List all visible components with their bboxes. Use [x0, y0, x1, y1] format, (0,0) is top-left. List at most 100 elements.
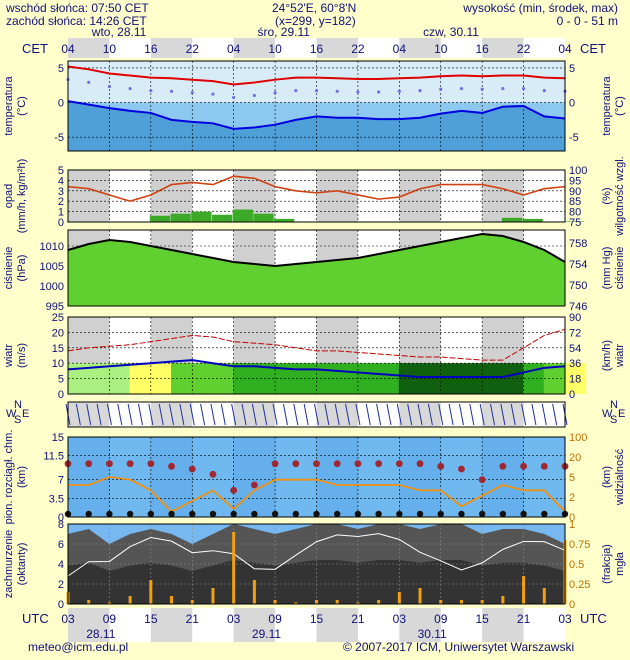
top-hour-label: 04	[61, 42, 75, 56]
top-hour-label: 04	[558, 42, 572, 56]
top-hour-label: 22	[186, 42, 200, 56]
bottom-tz-left: UTC	[22, 611, 49, 626]
top-hour-label: 10	[268, 42, 282, 56]
cloud-base-dot	[313, 510, 320, 518]
precip-right-axis-label: (%)	[601, 187, 613, 204]
bottom-axis-band	[482, 608, 524, 642]
temp-left-axis-label: temperatura	[3, 75, 15, 135]
pressure-right-axis-label: ciśnienie	[614, 247, 626, 290]
wind-arrow	[407, 403, 413, 426]
cloud-base-dot	[354, 510, 362, 518]
wind-arrow	[386, 403, 392, 426]
wind-arrow	[355, 403, 361, 426]
top-hour-label: 16	[144, 42, 158, 56]
cloud-base-dot	[437, 510, 444, 518]
top-hour-label: 16	[310, 42, 324, 56]
cbase-left-tick: 0	[58, 512, 64, 524]
cloud-top-dot	[478, 476, 486, 484]
wind-arrow	[531, 403, 537, 426]
wind-arrow	[376, 403, 382, 426]
cloud_base-right-axis-label: (km)	[601, 466, 613, 488]
bottom-hour-label: 21	[517, 612, 531, 626]
cloud-top-dot	[292, 460, 300, 468]
temp-right-tick: 5	[569, 63, 575, 75]
dewpoint-dot	[87, 80, 91, 84]
fog-bar	[418, 588, 422, 604]
wind-right-tick: 0	[569, 389, 575, 401]
wind-arrow	[117, 403, 123, 426]
dewpoint-dot	[294, 89, 298, 93]
fog-bar	[501, 596, 505, 604]
precip-frame	[67, 169, 566, 223]
bottom-hour-label: 21	[186, 612, 200, 626]
contact-email[interactable]: meteo@icm.edu.pl	[28, 640, 129, 654]
temp-left-axis-label: (°C)	[16, 96, 28, 116]
wind-arrow	[417, 403, 423, 426]
precip-bar	[191, 211, 212, 222]
sunrise-text: wschód słońca: 07:50 CET	[6, 1, 149, 15]
cloud-top-dot	[230, 486, 238, 494]
cbase-left-tick: 7	[58, 475, 64, 487]
wind-right-tick: 18	[569, 374, 581, 386]
compass-right: E	[618, 408, 625, 420]
top-axis-band	[316, 38, 358, 58]
fog-bar	[211, 588, 215, 604]
wind-arrow	[541, 403, 547, 426]
cloud-top-dot	[147, 460, 155, 468]
wind-arrow	[106, 403, 112, 426]
temp-right-tick: 0	[569, 98, 575, 110]
wind-arrow	[490, 403, 496, 426]
wind-right-tick: 90	[569, 312, 581, 324]
fog-bar	[459, 600, 463, 604]
elevation-label: wysokość (min, środek, max)	[463, 1, 618, 15]
wind-class-cell	[67, 363, 90, 394]
bottom-date-label: 29.11	[252, 627, 281, 641]
dewpoint-dot	[107, 84, 112, 89]
cloud-top-dot	[313, 460, 320, 468]
temp-left-tick: 5	[58, 63, 64, 75]
cloud-base-dot	[416, 510, 424, 518]
fog-bar	[87, 600, 91, 604]
top-hour-label: 04	[227, 42, 241, 56]
wind-arrow	[552, 403, 558, 426]
cbase-band	[316, 437, 358, 517]
wind-class-cell	[564, 363, 587, 394]
dewpoint-dot	[273, 91, 277, 95]
cloud-base-dot	[478, 510, 486, 518]
cloud-base-dot	[230, 510, 237, 518]
precip-bar	[211, 214, 233, 222]
cbase-left-tick: 11.5	[43, 451, 64, 463]
dewpoint-dot	[356, 90, 360, 94]
wind-arrow	[127, 403, 133, 426]
cloud-top-dot	[375, 460, 383, 468]
top-axis-band	[233, 38, 276, 58]
wind-class-cell	[316, 363, 338, 394]
precip-left-tick: 2	[58, 196, 64, 208]
wind-arrow	[334, 403, 340, 426]
cloud_base-left-axis-label: pion. rozciągł. chm.	[3, 430, 15, 525]
cloud-base-dot	[292, 510, 299, 518]
dewpoint-dot	[480, 87, 484, 91]
bottom-hour-label: 09	[268, 612, 282, 626]
cloud-top-dot	[499, 462, 507, 470]
bottom-axis-band	[68, 608, 110, 642]
temp-max-line	[67, 65, 566, 86]
precip-bar	[501, 217, 523, 222]
bottom-axis-band	[233, 608, 276, 642]
dewpoint-dot	[397, 89, 401, 93]
temp-frame	[67, 60, 566, 152]
cloud-top-dot	[458, 465, 465, 473]
wind-arrows-frame	[67, 401, 566, 428]
wind-arrow	[158, 403, 164, 426]
wind-class-cell	[419, 363, 442, 394]
precip-right-tick: 75	[569, 217, 581, 229]
cbase-left-tick: 3.5	[49, 493, 64, 505]
wind-speed-line	[67, 359, 566, 379]
bottom-hour-label: 09	[103, 612, 117, 626]
cloud-right-axis-label: (frakcja)	[601, 544, 613, 584]
day-band	[109, 170, 151, 222]
wind-arrow	[458, 403, 464, 426]
cloud-top-dot	[540, 462, 548, 470]
fog-bar	[190, 600, 194, 604]
cloud-base-dot	[375, 510, 382, 518]
